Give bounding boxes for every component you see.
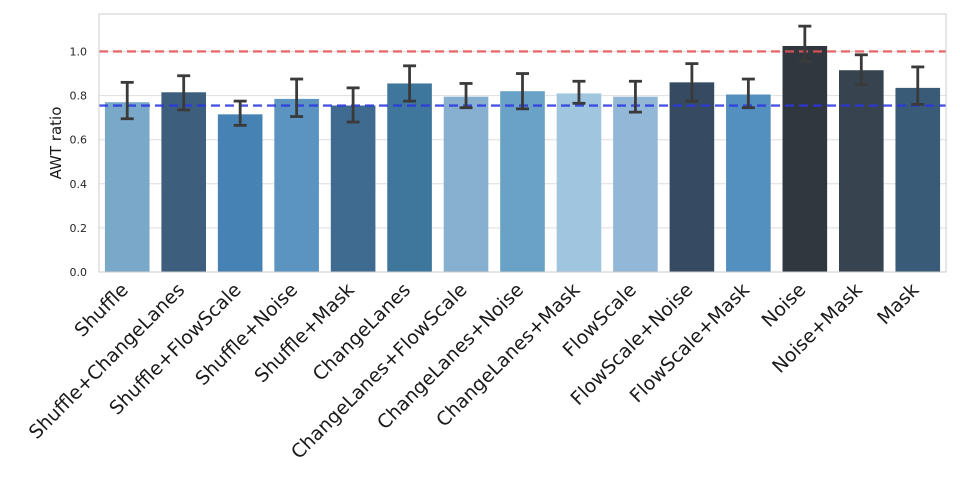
- x-tick-label: Shuffle+Noise: [191, 279, 302, 390]
- bar: [613, 96, 658, 272]
- bar: [443, 96, 489, 272]
- bar: [782, 45, 828, 272]
- error-bar-layer: [120, 24, 925, 127]
- y-tick-label: 0.2: [70, 222, 88, 235]
- y-axis-label: AWT ratio: [47, 107, 65, 180]
- bar-layer: [104, 45, 941, 273]
- bar: [895, 87, 941, 272]
- y-tick-labels: 0.0 0.2 0.4 0.6 0.8 1.0: [70, 45, 88, 279]
- x-tick-label: Noise: [758, 279, 811, 332]
- y-tick-label: 0.6: [70, 134, 88, 147]
- x-tick-labels: ShuffleShuffle+ChangeLanesShuffle+FlowSc…: [25, 279, 924, 464]
- bar: [387, 83, 432, 272]
- bar: [556, 93, 602, 272]
- y-tick-label: 1.0: [70, 45, 88, 58]
- plot-frame: [98, 13, 947, 273]
- x-tick-label: Shuffle+Mask: [250, 279, 358, 387]
- y-tick-label: 0.4: [70, 178, 88, 191]
- y-tick-label: 0.8: [70, 90, 88, 103]
- bar: [500, 91, 545, 272]
- y-tick-label: 0.0: [70, 266, 88, 279]
- bar: [161, 92, 207, 273]
- bar: [330, 105, 376, 272]
- bar: [217, 114, 263, 272]
- bar: [274, 98, 319, 273]
- x-tick-label: ChangeLanes: [309, 279, 415, 385]
- bar: [838, 70, 884, 272]
- x-tick-label: Mask: [873, 279, 923, 329]
- bar: [104, 102, 150, 272]
- bar: [669, 82, 715, 272]
- bar: [726, 94, 771, 272]
